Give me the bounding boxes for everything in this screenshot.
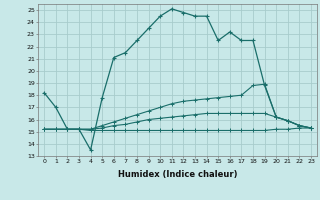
X-axis label: Humidex (Indice chaleur): Humidex (Indice chaleur) [118,170,237,179]
